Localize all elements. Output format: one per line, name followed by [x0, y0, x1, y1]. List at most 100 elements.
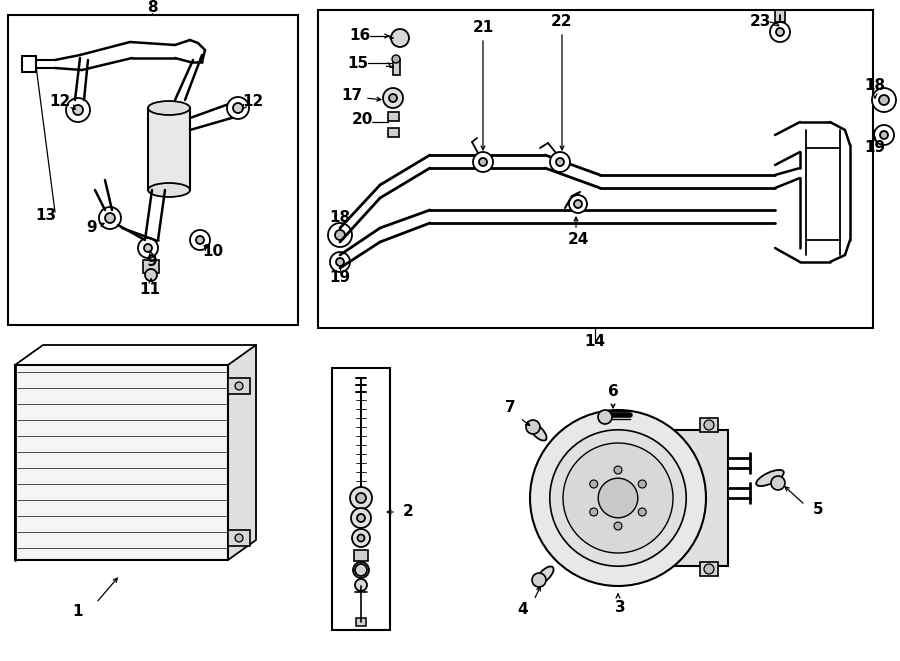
- Text: 18: 18: [329, 210, 351, 225]
- Circle shape: [638, 480, 646, 488]
- Text: 10: 10: [202, 245, 223, 260]
- Bar: [8, 15, 298, 325]
- Bar: [700, 562, 718, 576]
- Circle shape: [227, 97, 249, 119]
- Circle shape: [355, 579, 367, 591]
- Text: 23: 23: [750, 15, 770, 30]
- Circle shape: [590, 480, 598, 488]
- Circle shape: [350, 487, 372, 509]
- Circle shape: [196, 236, 204, 244]
- Circle shape: [357, 535, 364, 541]
- Text: 19: 19: [864, 141, 886, 155]
- Circle shape: [356, 493, 366, 503]
- Text: 12: 12: [242, 95, 264, 110]
- Circle shape: [351, 508, 371, 528]
- Circle shape: [105, 213, 115, 223]
- Circle shape: [353, 562, 369, 578]
- Circle shape: [99, 207, 121, 229]
- Text: 9: 9: [86, 221, 97, 235]
- Text: 6: 6: [608, 385, 618, 399]
- Bar: [228, 378, 250, 394]
- Text: 5: 5: [813, 502, 824, 518]
- Circle shape: [598, 410, 612, 424]
- Text: 22: 22: [551, 15, 572, 30]
- Bar: [148, 108, 190, 190]
- Circle shape: [328, 223, 352, 247]
- Circle shape: [574, 200, 582, 208]
- Text: 13: 13: [35, 208, 57, 223]
- Circle shape: [383, 88, 403, 108]
- Circle shape: [479, 158, 487, 166]
- Ellipse shape: [148, 101, 190, 115]
- Circle shape: [391, 29, 409, 47]
- Circle shape: [590, 508, 598, 516]
- Circle shape: [776, 28, 784, 36]
- Text: 12: 12: [50, 95, 70, 110]
- Text: 1: 1: [73, 605, 83, 619]
- Bar: [700, 418, 718, 432]
- Circle shape: [556, 158, 564, 166]
- Circle shape: [352, 529, 370, 547]
- Circle shape: [335, 230, 345, 240]
- Ellipse shape: [563, 443, 673, 553]
- Bar: [388, 112, 399, 121]
- Text: 8: 8: [147, 1, 158, 15]
- Text: 15: 15: [347, 56, 369, 71]
- Circle shape: [355, 564, 367, 576]
- Bar: [332, 368, 390, 630]
- Circle shape: [190, 230, 210, 250]
- Circle shape: [550, 152, 570, 172]
- Circle shape: [770, 22, 790, 42]
- Text: 18: 18: [864, 77, 886, 93]
- Text: 7: 7: [505, 401, 516, 416]
- Polygon shape: [228, 345, 256, 560]
- Bar: [143, 260, 159, 273]
- Text: 9: 9: [147, 254, 158, 270]
- Text: 16: 16: [349, 28, 371, 44]
- Ellipse shape: [756, 470, 784, 486]
- Text: 4: 4: [518, 602, 528, 617]
- Circle shape: [138, 238, 158, 258]
- Circle shape: [880, 131, 888, 139]
- Ellipse shape: [148, 183, 190, 197]
- Circle shape: [357, 514, 365, 522]
- Bar: [775, 10, 785, 22]
- Ellipse shape: [536, 566, 554, 584]
- Circle shape: [638, 508, 646, 516]
- Bar: [354, 550, 368, 561]
- Circle shape: [874, 125, 894, 145]
- Circle shape: [771, 476, 785, 490]
- Circle shape: [145, 269, 157, 281]
- Ellipse shape: [598, 478, 638, 518]
- Text: 17: 17: [341, 87, 363, 102]
- Text: 20: 20: [351, 112, 373, 128]
- Ellipse shape: [550, 430, 686, 566]
- Text: 2: 2: [402, 504, 413, 520]
- Polygon shape: [15, 365, 228, 560]
- Text: 3: 3: [615, 600, 626, 615]
- Circle shape: [336, 258, 344, 266]
- Circle shape: [569, 195, 587, 213]
- Bar: [618, 430, 728, 566]
- Text: 21: 21: [472, 20, 493, 36]
- Circle shape: [879, 95, 889, 105]
- Bar: [393, 59, 400, 75]
- Circle shape: [392, 55, 400, 63]
- Text: 14: 14: [584, 334, 606, 350]
- Circle shape: [66, 98, 90, 122]
- Text: 24: 24: [567, 233, 589, 247]
- Circle shape: [473, 152, 493, 172]
- Circle shape: [532, 573, 546, 587]
- Circle shape: [389, 94, 397, 102]
- Bar: [318, 10, 873, 328]
- Bar: [356, 618, 366, 626]
- Circle shape: [330, 252, 350, 272]
- Circle shape: [704, 564, 714, 574]
- Circle shape: [73, 105, 83, 115]
- Bar: [228, 530, 250, 546]
- Circle shape: [233, 103, 243, 113]
- Circle shape: [526, 420, 540, 434]
- Circle shape: [872, 88, 896, 112]
- Circle shape: [144, 244, 152, 252]
- Text: 19: 19: [329, 270, 351, 286]
